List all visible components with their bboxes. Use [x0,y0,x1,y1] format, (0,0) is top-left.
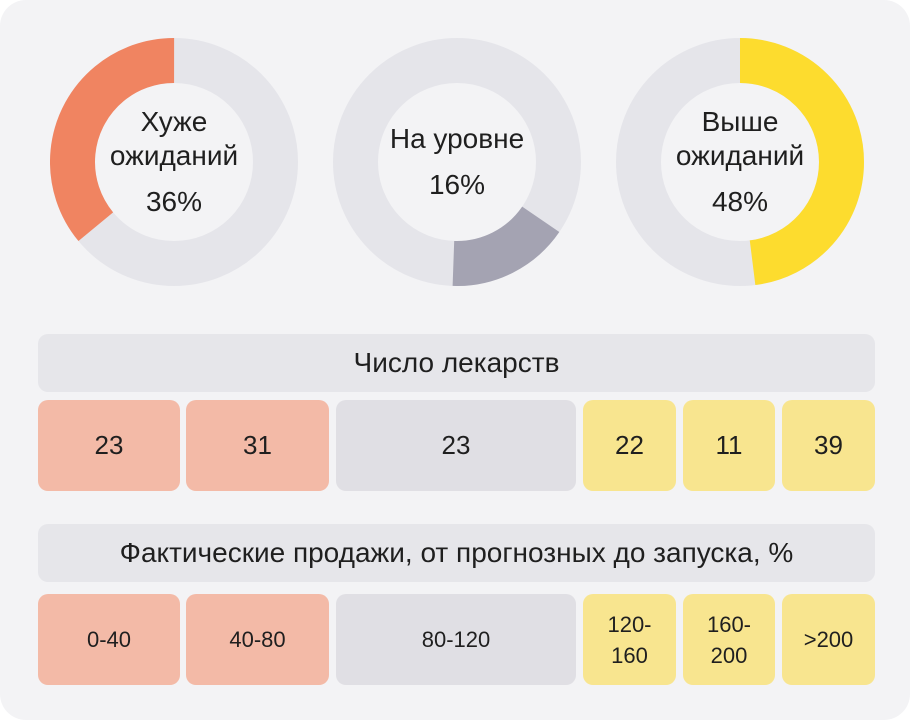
range-row: 0-40 40-80 80-120 120- 160 160- 200 >200 [38,594,875,685]
donut-better: Выше ожиданий 48% [616,38,864,286]
donut-better-text: Выше ожиданий 48% [616,38,864,286]
donut-level-text: На уровне 16% [333,38,581,286]
donut-worse-value: 36% [145,186,203,217]
donut-level-ring [333,38,581,286]
donut-better-arc [616,38,864,286]
count-cell: 31 [186,400,329,491]
donut-worse-ring [50,38,298,286]
donut-better-value: 48% [711,186,769,217]
range-cell: 40-80 [186,594,329,685]
donut-worse: Хуже ожиданий 36% [50,38,298,286]
count-row: 23 31 23 22 11 39 [38,400,875,491]
range-cell: 160- 200 [683,594,775,685]
count-value: 22 [615,430,644,460]
range-header: Фактические продажи, от прогнозных до за… [38,524,875,582]
range-value: 120- 160 [607,611,652,668]
range-value: 0-40 [86,627,132,652]
donut-level-value: 16% [428,169,486,200]
range-value: 160- 200 [706,611,752,668]
range-cell: 120- 160 [583,594,676,685]
donut-better-ring [616,38,864,286]
count-value: 39 [814,430,843,460]
donut-worse-label: Хуже ожиданий [109,106,239,171]
count-cell: 39 [782,400,875,491]
count-cell: 23 [336,400,576,491]
range-value: 80-120 [421,627,491,652]
range-cell: 0-40 [38,594,180,685]
count-value: 23 [441,430,471,460]
count-value: 31 [243,430,272,460]
count-value: 11 [715,430,743,460]
count-cell: 22 [583,400,676,491]
count-cell: 23 [38,400,180,491]
count-cell: 11 [683,400,775,491]
count-value: 23 [94,430,124,460]
range-value: >200 [803,627,854,652]
range-value: 40-80 [229,627,286,652]
donut-row: Хуже ожиданий 36% На уровне 16% Выше ожи… [0,0,910,320]
donut-level: На уровне 16% [333,38,581,286]
count-header: Число лекарств [38,334,875,392]
donut-better-label: Выше ожиданий [675,106,805,171]
range-cell: >200 [782,594,875,685]
donut-worse-text: Хуже ожиданий 36% [50,38,298,286]
donut-level-label: На уровне [389,123,525,154]
range-cell: 80-120 [336,594,576,685]
